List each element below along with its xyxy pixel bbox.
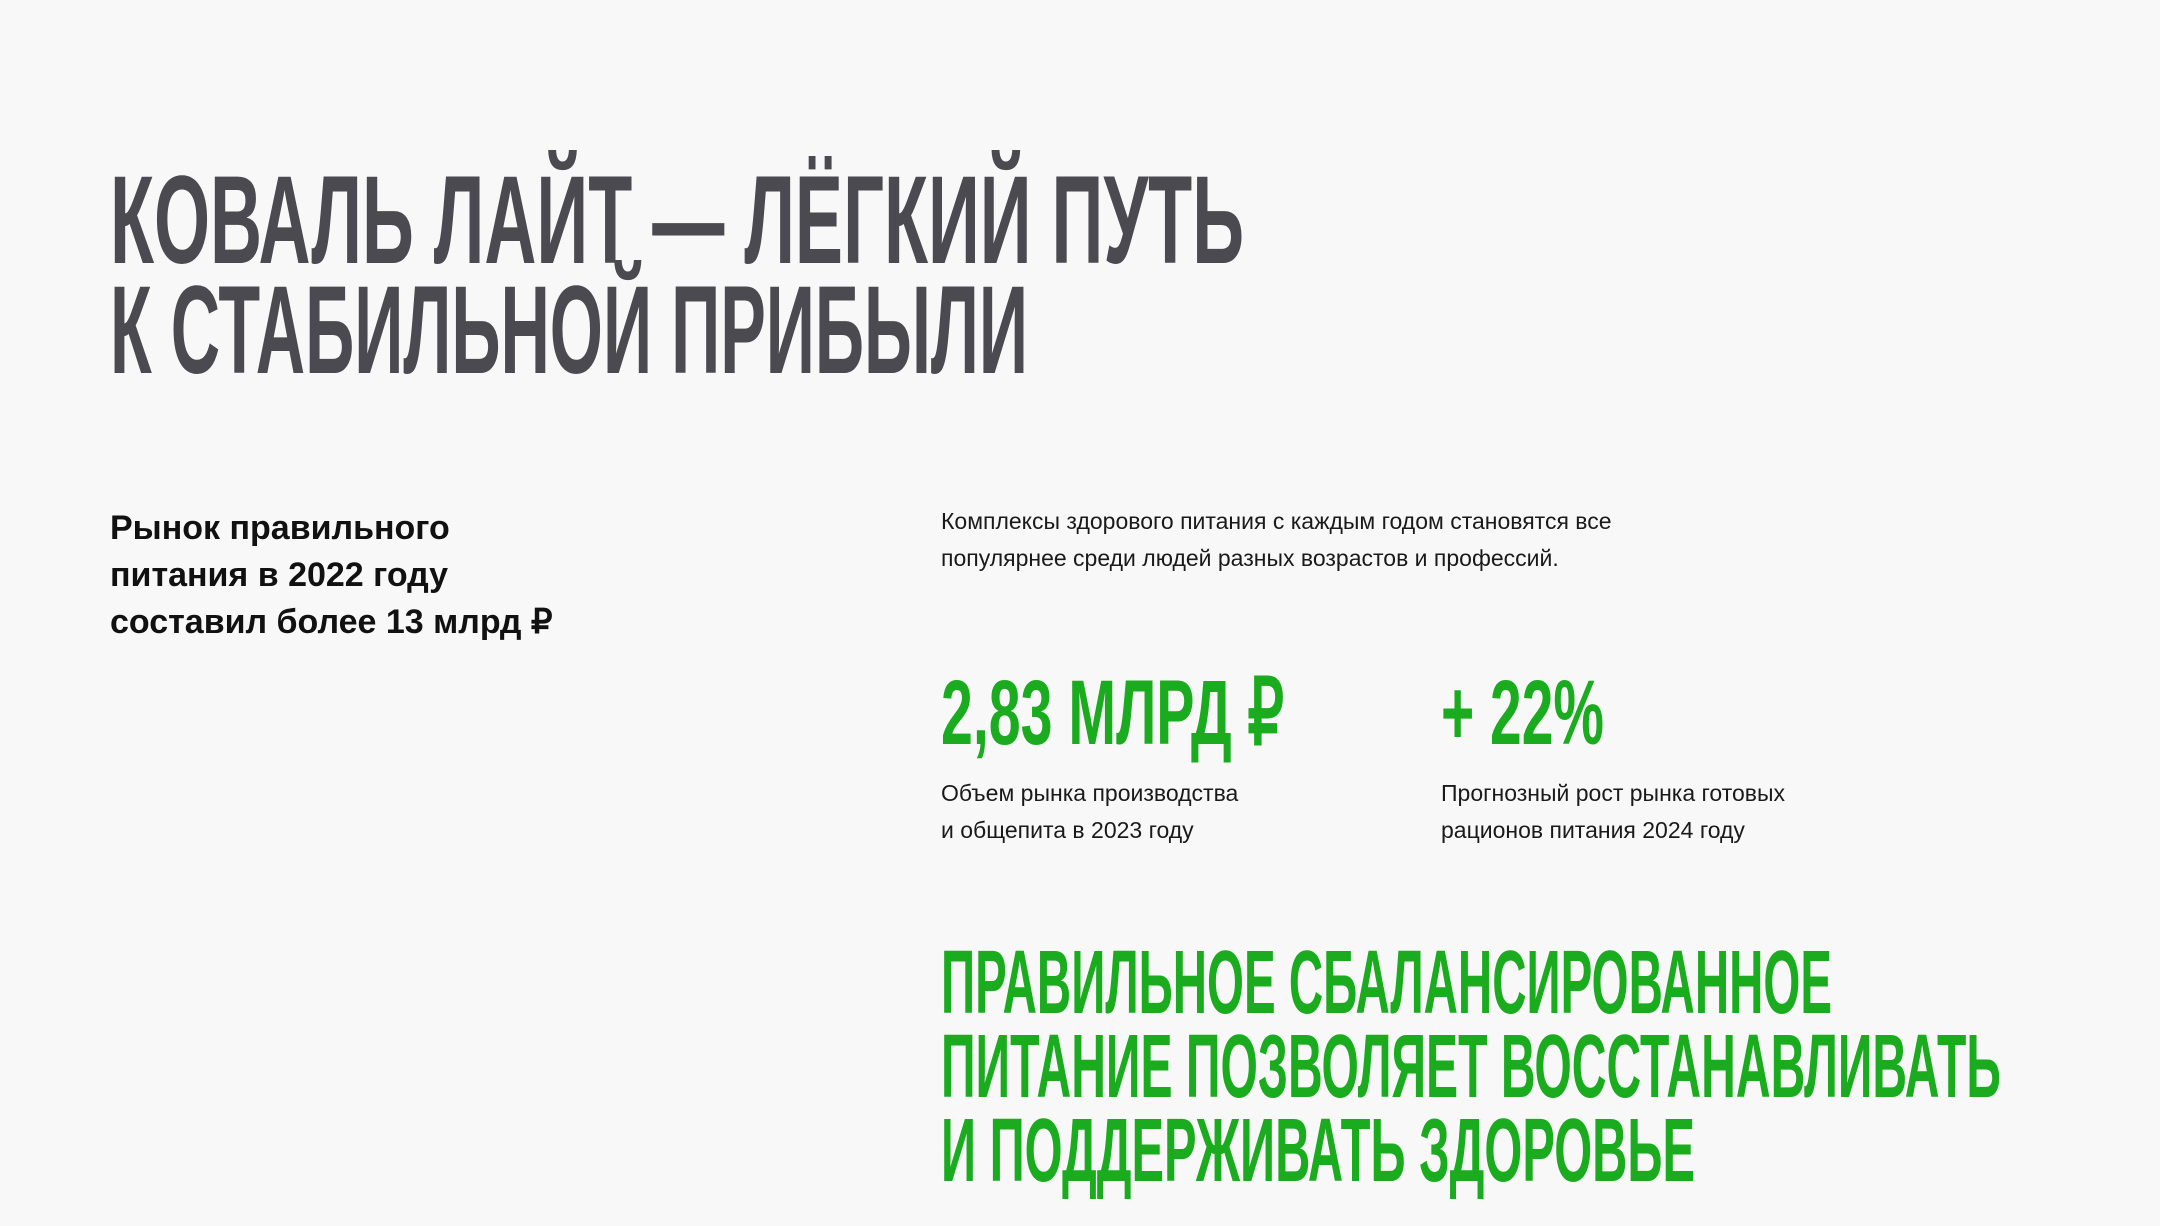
stat-value: + 22%	[1441, 662, 1604, 764]
market-size-statement: Рынок правильного питания в 2022 году со…	[110, 505, 552, 646]
intro-paragraph: Комплексы здорового питания с каждым год…	[941, 503, 1612, 577]
intro-line: популярнее среди людей разных возрастов …	[941, 545, 1559, 571]
stat-caption: Объем рынка производства и общепита в 20…	[941, 775, 1238, 849]
slogan-line: И ПОДДЕРЖИВАТЬ ЗДОРОВЬЕ	[941, 1101, 1695, 1201]
market-line: Рынок правильного	[110, 509, 450, 547]
stat-value: 2,83 МЛРД ₽	[941, 662, 1284, 764]
caption-line: Объем рынка производства	[941, 780, 1239, 806]
intro-line: Комплексы здорового питания с каждым год…	[941, 508, 1612, 534]
caption-line: и общепита в 2023 году	[941, 817, 1194, 843]
caption-line: рационов питания 2024 году	[1441, 817, 1745, 843]
caption-line: Прогнозный рост рынка готовых	[1441, 780, 1786, 806]
page-title-line: КОВАЛЬ ЛАЙТ — ЛЁГКИЙ ПУТЬ	[110, 151, 1244, 290]
page-title-line: К СТАБИЛЬНОЙ ПРИБЫЛИ	[110, 261, 1028, 400]
market-line: питания в 2022 году	[110, 556, 449, 594]
slogan-line: ПРАВИЛЬНОЕ СБАЛАНСИРОВАННОЕ	[941, 933, 1832, 1033]
market-line: составил более 13 млрд ₽	[110, 603, 553, 641]
stat-caption: Прогнозный рост рынка готовых рационов п…	[1441, 775, 1785, 849]
slogan-line: ПИТАНИЕ ПОЗВОЛЯЕТ ВОССТАНАВЛИВАТЬ	[941, 1017, 2001, 1117]
